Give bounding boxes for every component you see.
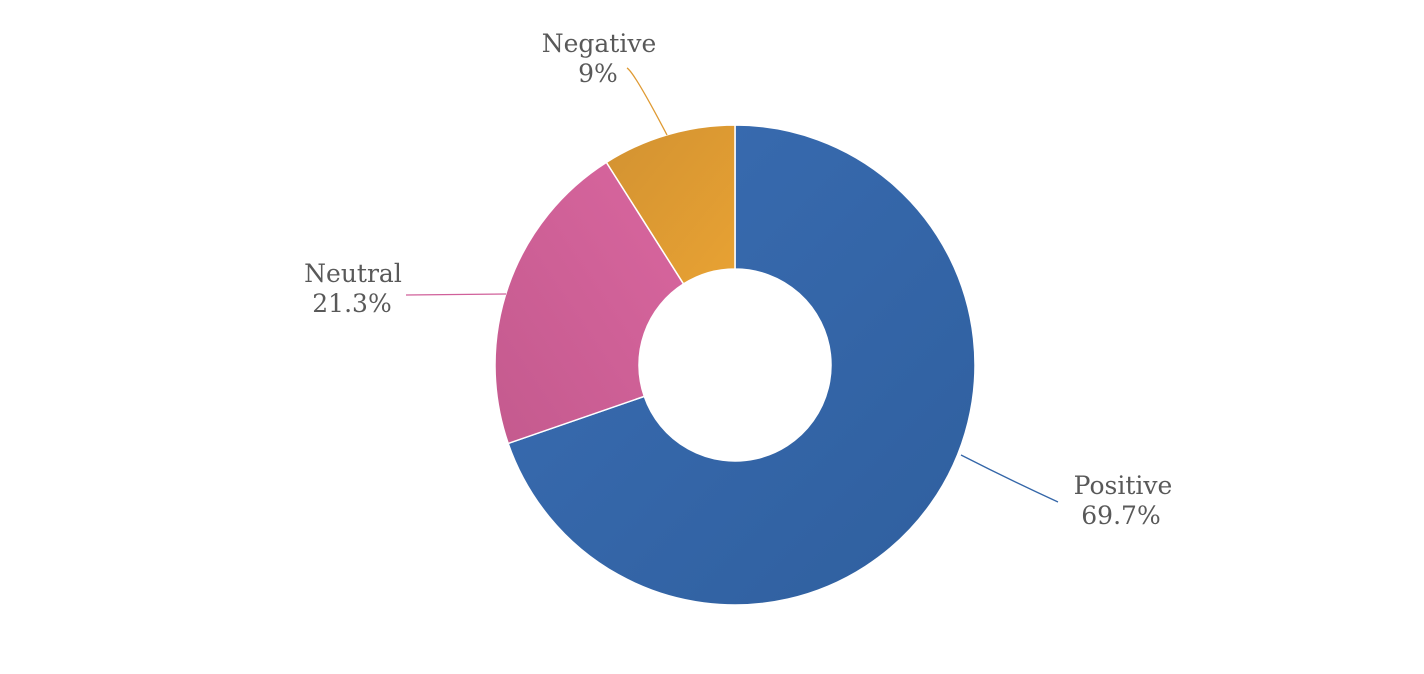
slice-name-positive: Positive (1074, 471, 1173, 500)
donut-slice-positive (507, 124, 976, 606)
slice-value-negative: 9% (578, 59, 618, 88)
donut-slice-negative (605, 124, 736, 285)
slice-name-negative: Negative (542, 29, 657, 58)
leader-line-positive (960, 454, 1059, 503)
slice-label-neutral: Neutral 21.3% (304, 259, 402, 318)
leader-line-negative (626, 67, 668, 136)
donut-slice-neutral (494, 161, 685, 445)
slice-value-neutral: 21.3% (312, 289, 391, 318)
leader-line-neutral (405, 293, 507, 296)
slice-value-positive: 69.7% (1081, 501, 1160, 530)
slice-label-positive: Positive 69.7% (1074, 471, 1173, 530)
slice-name-neutral: Neutral (304, 259, 402, 288)
slice-label-negative: Negative 9% (542, 29, 657, 88)
